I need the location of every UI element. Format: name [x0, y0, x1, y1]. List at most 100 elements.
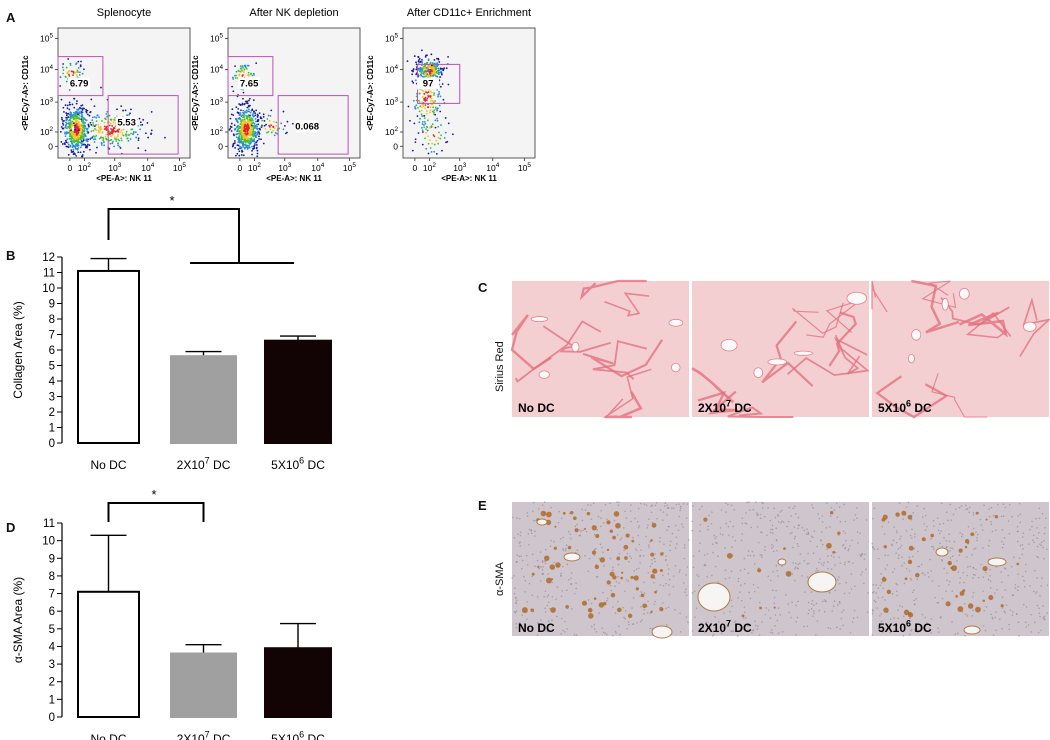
nucleus-dot	[541, 504, 544, 507]
sma-stain-spot	[642, 603, 647, 609]
flow-event-dot	[71, 142, 74, 145]
flow-event-dot	[147, 136, 150, 139]
nucleus-dot	[823, 610, 826, 613]
nucleus-dot	[730, 504, 733, 507]
sma-stain-spot	[651, 522, 657, 528]
collagen-septum	[604, 292, 650, 317]
flow-event-dot	[111, 130, 113, 133]
significance-marker: *	[151, 487, 156, 502]
flow-event-dot	[242, 115, 245, 118]
flow-gate	[57, 56, 104, 97]
flow-event-dot	[230, 130, 233, 132]
y-axis-tick-label: 10	[42, 283, 55, 295]
nucleus-dot	[679, 630, 682, 633]
nucleus-dot	[1043, 618, 1045, 620]
flow-event-dot	[134, 131, 137, 134]
flow-y-tick-label: 102	[210, 126, 223, 137]
nucleus-dot	[819, 539, 822, 541]
flow-event-dot	[251, 122, 253, 125]
nucleus-dot	[1033, 541, 1035, 544]
nucleus-dot	[674, 524, 677, 527]
nucleus-dot	[1031, 525, 1033, 528]
flow-event-dot	[434, 74, 437, 77]
nucleus-dot	[829, 526, 831, 528]
nucleus-dot	[564, 630, 566, 633]
flow-gate	[277, 95, 349, 155]
nucleus-dot	[685, 574, 688, 576]
nucleus-dot	[587, 570, 590, 573]
sma-stain-spot	[650, 574, 655, 579]
nucleus-dot	[839, 628, 842, 630]
nucleus-dot	[966, 566, 969, 568]
nucleus-dot	[743, 557, 746, 560]
flow-event-dot	[120, 105, 123, 108]
flow-event-dot	[246, 106, 249, 109]
nucleus-dot	[623, 527, 625, 529]
nucleus-dot	[602, 522, 605, 524]
nucleus-dot	[739, 623, 742, 626]
flow-event-dot	[431, 125, 434, 128]
nucleus-dot	[948, 584, 950, 586]
flow-event-dot	[229, 117, 232, 120]
flow-event-dot	[129, 112, 131, 115]
nucleus-dot	[686, 503, 689, 505]
nucleus-dot	[933, 548, 935, 550]
nucleus-dot	[810, 602, 813, 605]
flow-event-dot	[423, 65, 426, 68]
nucleus-dot	[771, 589, 774, 592]
nucleus-dot	[685, 594, 688, 596]
flow-event-dot	[253, 132, 256, 135]
nucleus-dot	[982, 547, 984, 549]
flow-event-dot	[251, 140, 254, 142]
flow-event-dot	[243, 71, 245, 74]
flow-event-dot	[414, 79, 417, 82]
flow-event-dot	[237, 137, 240, 140]
flow-event-dot	[238, 74, 240, 77]
nucleus-dot	[707, 528, 709, 531]
nucleus-dot	[701, 505, 703, 508]
nucleus-dot	[758, 634, 761, 637]
flow-event-dot	[431, 62, 434, 65]
nucleus-dot	[961, 533, 964, 536]
nucleus-dot	[528, 543, 530, 546]
flow-event-dot	[422, 105, 425, 108]
nucleus-dot	[640, 549, 642, 551]
nucleus-dot	[668, 525, 670, 528]
flow-event-dot	[77, 144, 80, 147]
nucleus-dot	[730, 570, 733, 573]
nucleus-dot	[806, 562, 809, 565]
nucleus-dot	[710, 522, 713, 525]
sma-stain-spot	[544, 555, 550, 561]
nucleus-dot	[924, 630, 927, 632]
nucleus-dot	[826, 502, 828, 504]
nucleus-dot	[962, 571, 965, 574]
nucleus-dot	[561, 590, 564, 592]
nucleus-dot	[976, 533, 979, 536]
sma-stain-spot	[537, 565, 540, 568]
nucleus-dot	[961, 535, 963, 538]
nucleus-dot	[790, 515, 792, 517]
y-axis-tick-label: 0	[49, 712, 55, 724]
sma-stain-spot	[907, 559, 913, 565]
nucleus-dot	[920, 563, 923, 566]
flow-event-dot	[119, 131, 121, 134]
flow-event-dot	[70, 112, 72, 114]
flow-event-dot	[425, 128, 427, 131]
nucleus-dot	[740, 599, 743, 602]
flow-event-dot	[67, 58, 70, 60]
nucleus-dot	[602, 631, 605, 634]
nucleus-dot	[624, 510, 626, 513]
nucleus-dot	[526, 564, 529, 566]
nucleus-dot	[864, 553, 866, 556]
flow-event-dot	[427, 119, 429, 122]
flow-event-dot	[439, 71, 442, 74]
nucleus-dot	[536, 596, 539, 598]
nucleus-dot	[602, 591, 604, 594]
nucleus-dot	[647, 600, 649, 603]
flow-event-dot	[90, 98, 93, 101]
nucleus-dot	[848, 548, 850, 550]
flow-event-dot	[101, 131, 104, 134]
nucleus-dot	[647, 524, 649, 526]
nucleus-dot	[807, 601, 810, 604]
nucleus-dot	[576, 523, 578, 526]
